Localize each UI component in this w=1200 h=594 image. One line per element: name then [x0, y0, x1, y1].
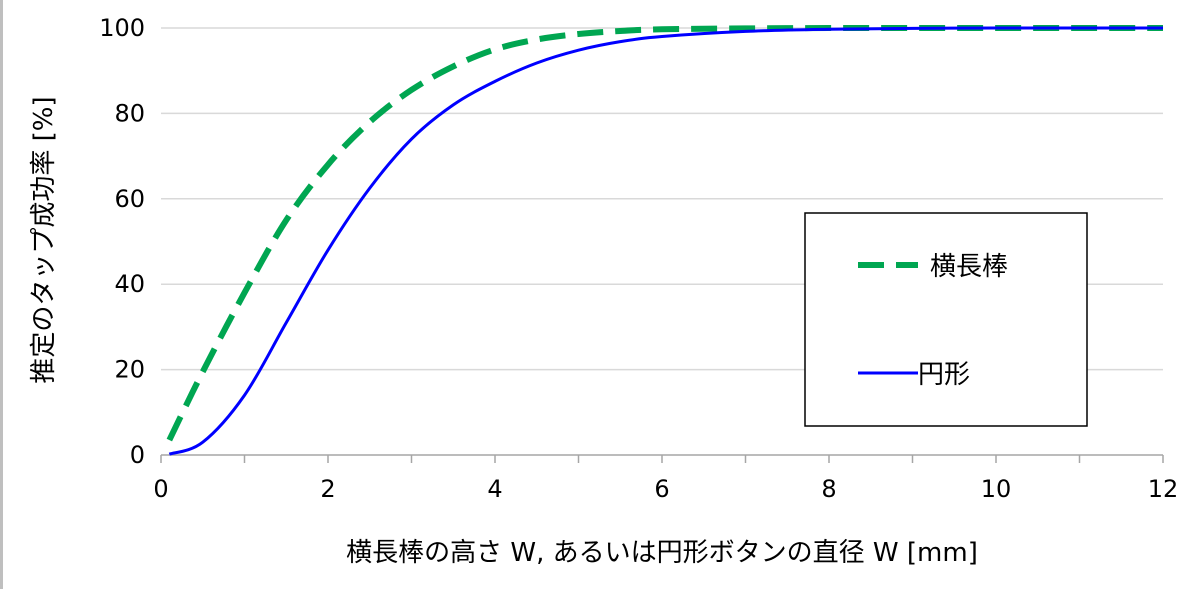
y-tick-label: 20: [114, 356, 145, 384]
y-tick-label: 40: [114, 270, 145, 298]
x-tick-label: 4: [487, 475, 502, 503]
y-axis-title: 推定のタップ成功率 [%]: [29, 96, 59, 383]
x-axis-title: 横長棒の高さ W, あるいは円形ボタンの直径 W [mm]: [346, 538, 978, 568]
x-tick-label: 6: [654, 475, 669, 503]
legend-box: [804, 212, 1088, 427]
y-tick-label: 60: [114, 185, 145, 213]
x-tick-label: 10: [981, 475, 1012, 503]
series-layer: [166, 24, 1163, 456]
x-tick-label: 2: [320, 475, 335, 503]
y-tick-label: 80: [114, 99, 145, 127]
x-tick-label: 8: [821, 475, 836, 503]
legend: 横長棒 円形: [804, 212, 1088, 427]
y-tick-label: 0: [130, 441, 145, 469]
tick-label-layer: 0 20 40 60 80 100 0 2 4 6 8 10 12: [99, 14, 1178, 503]
x-tick-label: 0: [153, 475, 168, 503]
axis-layer: [160, 454, 1164, 463]
x-tick-label: 12: [1148, 475, 1179, 503]
series-line-1: [168, 26, 1163, 456]
left-edge-border: [0, 0, 3, 589]
y-tick-label: 100: [99, 14, 145, 42]
legend-label-1: 円形: [918, 360, 970, 390]
legend-label-0: 横長棒: [930, 252, 1008, 282]
